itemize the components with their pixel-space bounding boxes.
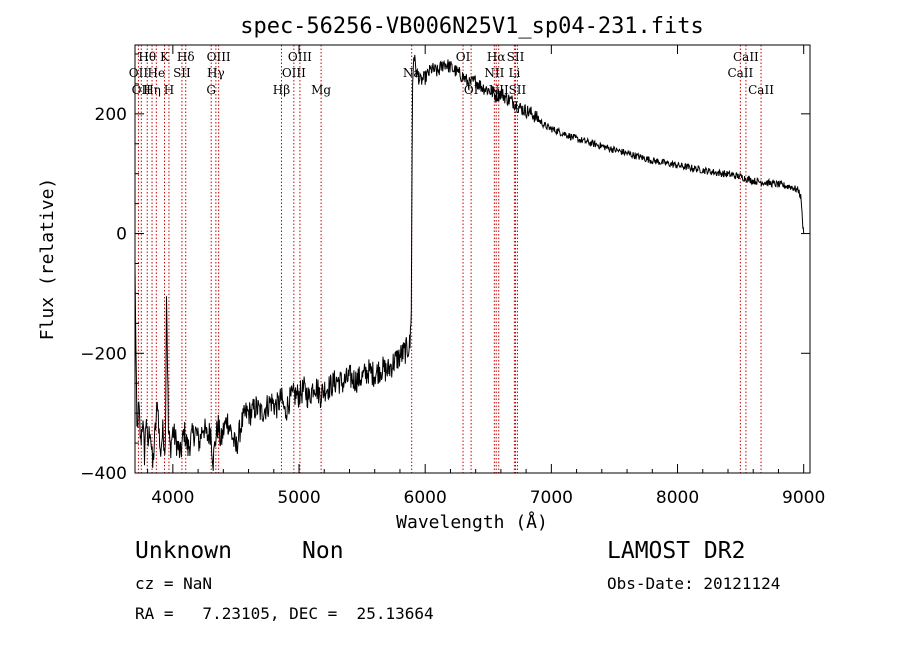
emission-line-labels: OIIOIIHθHηHeKHSIIHδGHγOIIIHβOIIIOIIIMgNa… (129, 50, 774, 97)
x-tick-label-2: 6000 (404, 488, 447, 508)
marker-label-26: CaII (733, 50, 759, 64)
marker-label-1: OII (132, 83, 152, 97)
spectrum-line (134, 54, 805, 471)
marker-label-18: OI (464, 83, 479, 97)
x-tick-label-0: 4000 (151, 488, 194, 508)
marker-label-11: OIII (207, 50, 231, 64)
marker-label-13: OIII (282, 66, 306, 80)
object-subclass: Non (302, 538, 344, 564)
marker-label-7: SII (173, 66, 191, 80)
spectrum-chart: spec-56256-VB006N25V1_sp04-231.fits OII O… (37, 14, 825, 533)
marker-label-2: Hθ (138, 50, 156, 64)
marker-label-3: Hη (143, 83, 161, 97)
marker-label-9: G (206, 83, 216, 97)
x-tick-label-4: 8000 (656, 488, 699, 508)
chart-title: spec-56256-VB006N25V1_sp04-231.fits (240, 14, 704, 39)
ra-dec-coordinates: RA = 7.23105, DEC = 25.13664 (135, 604, 434, 623)
y-tick-label-0: −400 (80, 464, 127, 484)
marker-label-25: CaII (727, 66, 753, 80)
marker-label-12: Hβ (273, 83, 290, 97)
x-tick-label-5: 9000 (782, 488, 825, 508)
plot-frame (134, 44, 811, 474)
marker-label-15: Mg (311, 83, 331, 97)
redshift-cz: cz = NaN (135, 574, 213, 593)
survey-name: LAMOST DR2 (607, 538, 746, 564)
marker-label-10: Hγ (207, 66, 225, 80)
marker-label-24: SII (509, 83, 527, 97)
marker-label-14: OIII (288, 50, 312, 64)
marker-label-0: OII (129, 66, 149, 80)
emission-line-markers (137, 45, 762, 473)
y-tick-label-3: 200 (95, 105, 127, 125)
y-tick-label-2: 0 (116, 225, 127, 245)
marker-label-23: SII (507, 50, 525, 64)
marker-label-27: CaII (748, 83, 774, 97)
marker-label-19: NII (484, 66, 504, 80)
marker-label-6: H (164, 83, 174, 97)
y-axis-label: Flux (relative) (37, 178, 58, 341)
x-tick-label-1: 5000 (277, 488, 320, 508)
marker-label-17: OI (456, 50, 471, 64)
x-axis-ticks: 4000 5000 6000 7000 8000 9000 (147, 45, 825, 508)
x-tick-label-3: 7000 (530, 488, 573, 508)
y-tick-label-1: −200 (80, 344, 127, 364)
observation-date: Obs-Date: 20121124 (607, 574, 781, 593)
marker-label-20: Hα (487, 50, 506, 64)
marker-label-22: Li (508, 66, 520, 80)
x-axis-label: Wavelength (Å) (396, 511, 548, 533)
marker-label-5: K (160, 50, 170, 64)
y-axis-ticks: −400 −200 0 200 (80, 53, 810, 484)
marker-label-4: He (148, 66, 166, 80)
object-class: Unknown (135, 538, 232, 564)
marker-label-8: Hδ (177, 50, 195, 64)
